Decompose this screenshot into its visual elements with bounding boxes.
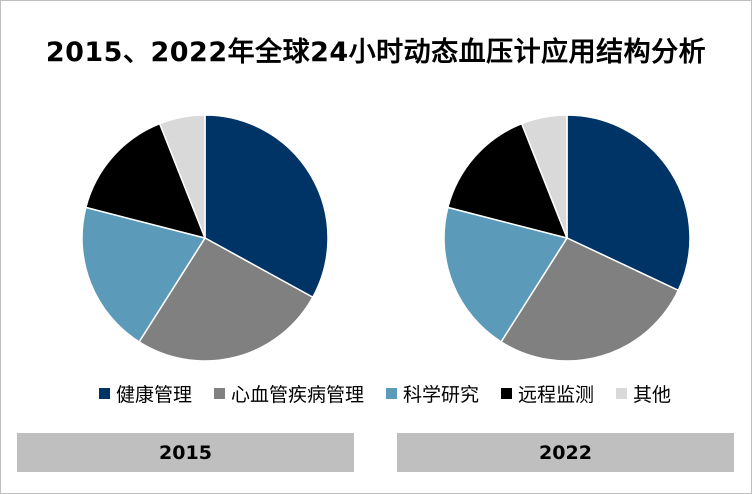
legend-label: 心血管疾病管理	[230, 383, 364, 406]
pie-slice-2015-2	[81, 206, 207, 343]
pie-slice-2015-0	[204, 114, 329, 299]
year-label-2015: 2015	[17, 433, 354, 472]
pie-slice-2022-3	[446, 122, 569, 240]
legend-item: 远程监测	[501, 380, 594, 407]
year-label-2022: 2022	[397, 433, 734, 472]
legend-item: 其他	[616, 380, 671, 407]
legend-swatch	[501, 387, 512, 399]
pie-slice-2022-1	[500, 237, 680, 362]
legend-label: 健康管理	[115, 383, 192, 406]
legend-swatch	[385, 387, 397, 399]
pie-slice-2022-4	[520, 114, 568, 239]
legend-swatch	[616, 387, 628, 399]
pie-slice-2015-4	[158, 114, 206, 239]
legend-label: 其他	[633, 383, 672, 406]
legend: 健康管理 心血管疾病管理 科学研究 远程监测 其他	[40, 380, 730, 406]
pie-slice-2022-2	[443, 206, 569, 343]
pie-slice-2022-0	[566, 114, 691, 292]
legend-swatch	[98, 387, 110, 399]
legend-label: 远程监测	[518, 383, 595, 406]
pie-slice-2015-1	[138, 237, 314, 362]
chart-title: 2015、2022年全球24小时动态血压计应用结构分析	[45, 37, 707, 68]
legend-item: 心血管疾病管理	[213, 380, 364, 407]
legend-item: 科学研究	[385, 380, 479, 407]
legend-swatch	[213, 387, 225, 399]
pie-slice-2015-3	[84, 122, 207, 240]
legend-label: 科学研究	[402, 383, 479, 406]
legend-item: 健康管理	[98, 380, 192, 407]
